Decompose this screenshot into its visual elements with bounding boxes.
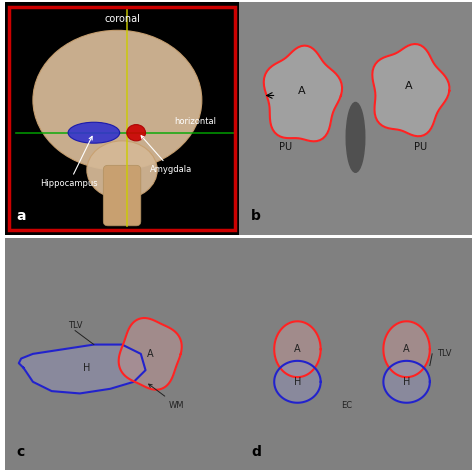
Text: TLV: TLV (437, 350, 451, 358)
Text: PU: PU (414, 142, 427, 152)
Polygon shape (264, 46, 342, 142)
Polygon shape (274, 361, 320, 403)
Text: a: a (17, 209, 26, 224)
Text: TLV: TLV (68, 322, 82, 331)
Ellipse shape (127, 124, 146, 141)
Text: A: A (405, 81, 413, 91)
Text: WM: WM (149, 384, 184, 409)
Polygon shape (118, 318, 182, 389)
Text: Hippocampus: Hippocampus (40, 136, 98, 189)
Text: A: A (403, 344, 410, 354)
Text: PU: PU (279, 142, 292, 152)
Text: b: b (251, 209, 261, 224)
Text: horizontal: horizontal (174, 117, 216, 126)
Text: A: A (147, 349, 154, 359)
Text: coronal: coronal (104, 14, 140, 24)
Text: H: H (294, 377, 301, 387)
Polygon shape (19, 344, 146, 393)
Text: A: A (298, 86, 306, 96)
FancyBboxPatch shape (103, 165, 141, 226)
Ellipse shape (87, 141, 157, 199)
Ellipse shape (68, 122, 120, 143)
Text: H: H (403, 377, 410, 387)
Polygon shape (383, 361, 430, 403)
Text: c: c (17, 445, 25, 459)
Text: Amygdala: Amygdala (141, 136, 192, 174)
Text: A: A (294, 344, 301, 354)
Polygon shape (372, 44, 449, 136)
Ellipse shape (346, 103, 365, 172)
Text: H: H (83, 363, 91, 373)
Text: d: d (251, 445, 261, 459)
Text: EC: EC (341, 400, 352, 409)
Polygon shape (274, 321, 320, 377)
Polygon shape (383, 321, 430, 377)
Ellipse shape (33, 30, 202, 170)
